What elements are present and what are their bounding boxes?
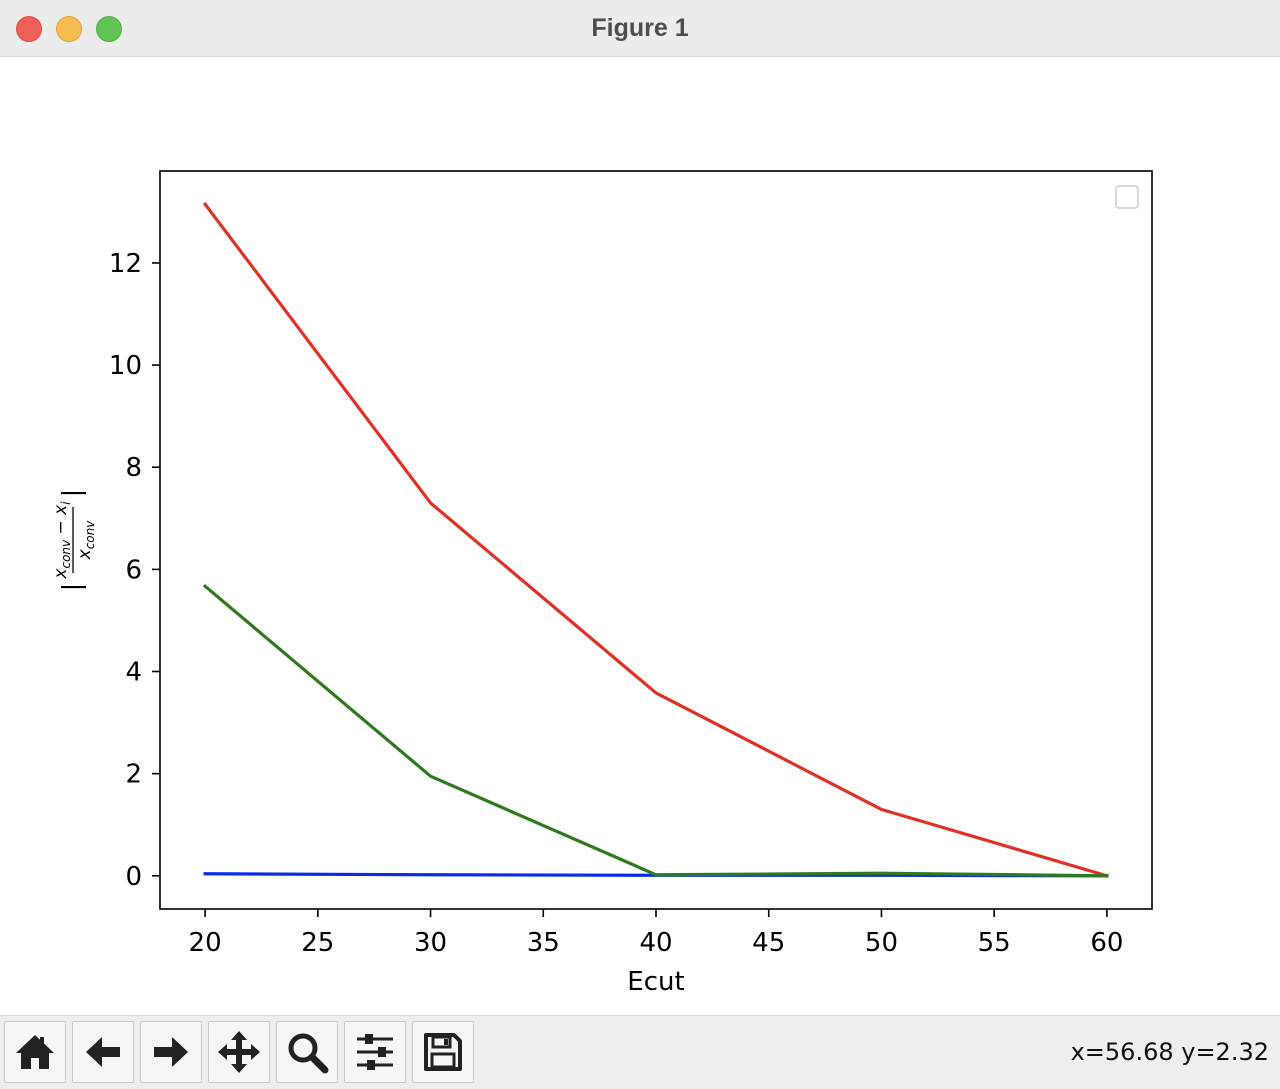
minimize-window-button[interactable] <box>56 16 82 42</box>
y-label-denominator: xconv <box>75 520 97 561</box>
x-tick-label: 30 <box>414 928 447 958</box>
y-tick-label: 10 <box>109 351 142 381</box>
home-button[interactable] <box>4 1021 66 1083</box>
x-tick-label: 55 <box>978 928 1011 958</box>
x-tick-label: 20 <box>189 928 222 958</box>
y-label-numerator: xconv − xi <box>51 501 73 580</box>
figure-canvas[interactable]: 20 25 30 35 40 45 50 55 60 0 2 4 6 8 10 12 Ecut | xcon… <box>0 57 1280 1015</box>
y-tick-label: 12 <box>109 249 142 279</box>
plot-area <box>160 171 1152 909</box>
y-axis: 0 2 4 6 8 10 12 <box>109 249 160 892</box>
forward-button[interactable] <box>140 1021 202 1083</box>
x-tick-label: 60 <box>1090 928 1123 958</box>
x-axis: 20 25 30 35 40 45 50 55 60 <box>189 909 1123 958</box>
floppy-disk-icon <box>424 1033 462 1071</box>
x-tick-label: 40 <box>639 928 672 958</box>
y-tick-label: 8 <box>125 453 142 483</box>
zoom-window-button[interactable] <box>96 16 122 42</box>
y-tick-label: 6 <box>125 555 142 585</box>
x-tick-label: 50 <box>865 928 898 958</box>
window-titlebar: Figure 1 <box>0 0 1280 57</box>
legend-box <box>1115 185 1139 209</box>
x-axis-label: Ecut <box>627 967 684 997</box>
arrow-left-icon <box>86 1037 120 1067</box>
y-label-close-bar: | <box>57 489 86 497</box>
series-layer <box>202 201 1109 878</box>
line-chart: 20 25 30 35 40 45 50 55 60 0 2 4 6 8 10 12 Ecut | xcon… <box>51 170 1153 997</box>
pan-button[interactable] <box>208 1021 270 1083</box>
y-tick-label: 0 <box>125 862 142 892</box>
sliders-icon <box>357 1034 393 1070</box>
x-tick-label: 35 <box>527 928 560 958</box>
x-tick-label: 45 <box>752 928 785 958</box>
series-line-0 <box>202 201 1109 878</box>
magnifier-icon <box>288 1033 329 1074</box>
x-tick-label: 25 <box>301 928 334 958</box>
back-button[interactable] <box>72 1021 134 1083</box>
y-tick-label: 2 <box>125 760 142 790</box>
arrow-right-icon <box>154 1037 188 1067</box>
configure-subplots-button[interactable] <box>344 1021 406 1083</box>
move-icon <box>218 1031 260 1073</box>
close-window-button[interactable] <box>16 16 42 42</box>
home-icon <box>16 1035 54 1069</box>
cursor-coordinates: x=56.68 y=2.32 <box>1070 1038 1269 1066</box>
y-tick-label: 4 <box>125 658 142 688</box>
y-axis-label: | xconv − xi xconv | <box>51 489 97 591</box>
window-title: Figure 1 <box>591 14 689 42</box>
save-button[interactable] <box>412 1021 474 1083</box>
navigation-toolbar: x=56.68 y=2.32 <box>0 1015 1280 1089</box>
y-label-open-bar: | <box>57 583 86 591</box>
series-line-1 <box>202 583 1109 878</box>
zoom-button[interactable] <box>276 1021 338 1083</box>
